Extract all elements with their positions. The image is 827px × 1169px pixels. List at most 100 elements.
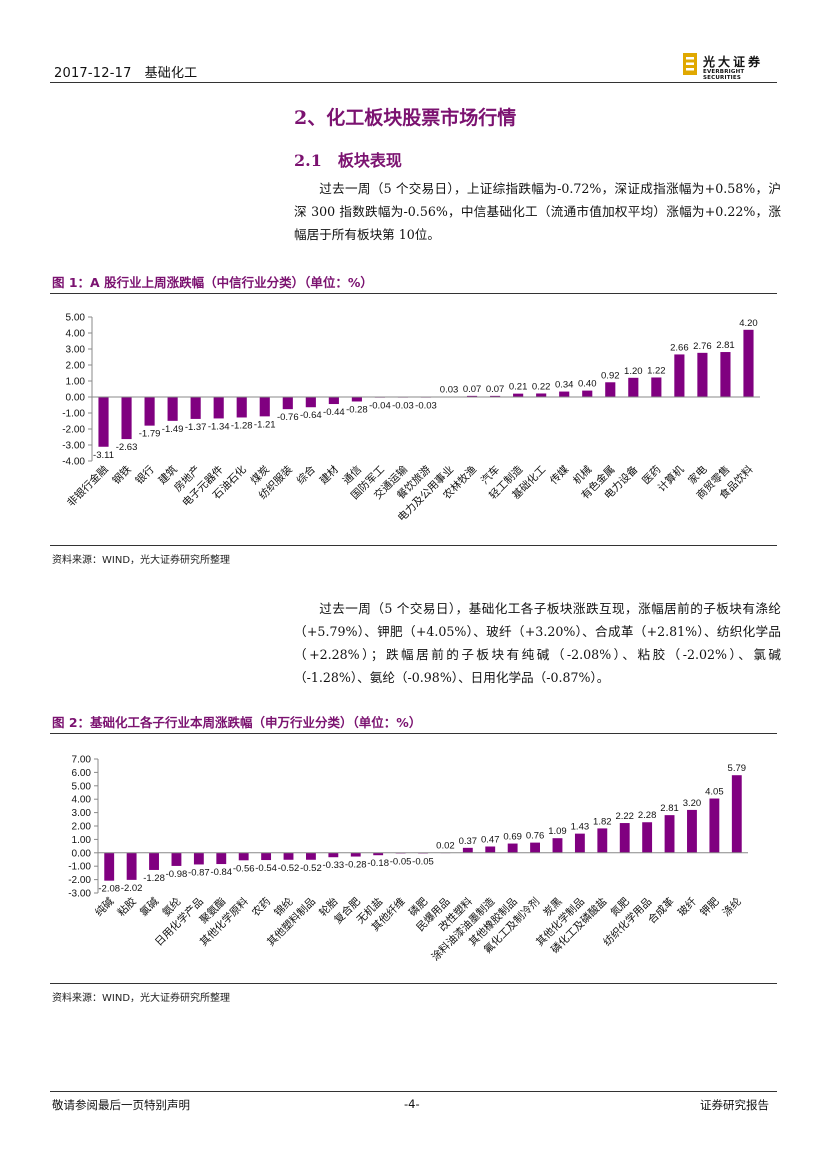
chart1-data-label: 0.92	[601, 370, 620, 381]
chart2-bar	[104, 852, 115, 881]
chart1-y-tick-label: 5.00	[66, 313, 86, 324]
chart1-data-label: -1.49	[162, 424, 184, 435]
chart2-bar	[126, 852, 137, 880]
chart1-y-tick-label: -1.00	[62, 409, 85, 420]
chart2-bar	[709, 798, 720, 853]
chart1-bar	[121, 397, 132, 440]
chart2-bar	[507, 843, 518, 853]
figure-1-chart-svg: 5.004.003.002.001.000.00-1.00-2.00-3.00-…	[62, 313, 760, 524]
chart2-data-label: 2.28	[638, 810, 657, 821]
chart2-bar	[485, 846, 496, 853]
chart1-bar	[305, 397, 316, 408]
chart2-data-label: -0.54	[255, 863, 277, 874]
chart2-y-tick-label: 4.00	[72, 795, 92, 806]
paragraph-subsector-summary: 过去一周（5 个交易日），基础化工各子板块涨跌互现，涨幅居前的子板块有涤纶（+5…	[294, 597, 781, 689]
chart1-data-label: -1.79	[139, 429, 161, 440]
chart1-y-tick-label: -4.00	[62, 457, 85, 468]
chart2-y-tick-label: 1.00	[72, 835, 92, 846]
chart1-data-label: 4.20	[739, 318, 758, 329]
chart1-category-label: 钢铁	[110, 463, 134, 487]
section-title: 2、化工板块股票市场行情	[294, 107, 517, 129]
chart2-data-label: -0.52	[300, 863, 322, 874]
chart2-data-label: -0.52	[278, 863, 300, 874]
chart1-bar	[490, 395, 501, 397]
chart1-bar	[743, 329, 754, 397]
chart1-data-label: -1.21	[254, 419, 276, 430]
figure-2-top-rule	[50, 733, 777, 734]
chart1-data-label: 1.22	[647, 365, 666, 376]
chart1-bar	[190, 397, 201, 419]
figure-1-bottom-rule	[50, 545, 777, 546]
chart2-y-tick-label: 7.00	[72, 755, 92, 766]
chart1-data-label: 0.34	[555, 380, 574, 391]
figure-1-chart: 5.00 4.00 3.00 2.00 1.00 0.00 -1.00 -2.00 -3.00-…	[50, 300, 777, 545]
chart1-y-tick-label: -2.00	[62, 425, 85, 436]
chart1-data-label: 0.40	[578, 379, 597, 390]
chart1-bar	[236, 397, 247, 418]
chart1-bar	[559, 391, 570, 397]
chart1-bar	[628, 377, 639, 397]
chart1-data-label: -0.76	[277, 412, 299, 423]
chart1-category-label: 传媒	[547, 463, 571, 487]
chart1-data-label: 1.20	[624, 366, 643, 377]
chart1-bar	[213, 397, 224, 419]
chart2-data-label: 1.09	[548, 826, 567, 837]
chart2-y-tick-label: -1.00	[68, 862, 91, 873]
chart1-y-tick-label: 2.00	[66, 361, 86, 372]
chart1-data-label: -0.64	[300, 410, 322, 421]
chart1-bar	[144, 397, 155, 426]
chart1-y-tick-label: -3.00	[62, 441, 85, 452]
chart1-data-label: -0.04	[369, 401, 391, 412]
chart1-category-label: 综合	[294, 463, 318, 487]
chart2-data-label: 4.05	[705, 787, 724, 798]
chart1-data-label: -3.11	[93, 450, 114, 461]
chart1-y-tick-label: 4.00	[66, 329, 86, 340]
paragraph-1-text: 过去一周（5 个交易日），上证综指跌幅为-0.72%，深证成指涨幅为+0.58%…	[294, 181, 781, 242]
chart1-data-label: 2.66	[670, 342, 689, 353]
figure-2-title: 图 2：基础化工各子行业本周涨跌幅（申万行业分类）（单位：%）	[52, 715, 422, 730]
chart2-y-tick-label: 0.00	[72, 848, 92, 859]
chart2-y-tick-label: 5.00	[72, 781, 92, 792]
chart2-data-label: 3.20	[683, 798, 702, 809]
chart2-bar	[597, 828, 608, 853]
chart2-data-label: 0.76	[526, 831, 545, 842]
chart2-data-label: -0.33	[323, 860, 345, 871]
chart2-data-label: 2.81	[660, 803, 679, 814]
chart2-bar	[462, 847, 473, 853]
chart2-bar	[193, 852, 204, 865]
chart2-y-tick-label: 3.00	[72, 808, 92, 819]
chart2-data-label: 0.37	[459, 836, 478, 847]
chart2-bar	[306, 852, 316, 860]
chart1-bar	[167, 397, 178, 421]
chart2-bar	[350, 852, 361, 857]
chart2-bar	[149, 852, 159, 870]
chart1-bar	[674, 354, 685, 397]
chart2-bar	[574, 833, 585, 853]
chart2-category-label: 玻纤	[675, 895, 699, 919]
chart2-data-label: -0.18	[367, 858, 389, 869]
section-subtitle: 2.1 板块表现	[294, 151, 402, 170]
chart1-data-label: -0.44	[323, 407, 345, 418]
chart2-category-label: 合成革	[645, 895, 676, 926]
chart2-category-label: 钾肥	[697, 895, 721, 919]
chart2-data-label: -0.56	[233, 863, 255, 874]
header-divider	[50, 82, 777, 83]
figure-2-chart-svg: 7.00 6.00 5.00 4.00 3.00 2.00 1.00 0.00 -1.00 -2.…	[68, 755, 748, 964]
logo-text-en: EVERBRIGHT SECURITIES	[703, 69, 745, 81]
chart1-bar	[582, 390, 593, 397]
chart1-bar	[259, 397, 270, 417]
chart2-category-label: 纯碱	[92, 895, 116, 919]
chart2-data-label: -0.28	[345, 860, 367, 871]
chart1-bar	[536, 393, 547, 397]
figure-1-title: 图 1：A 股行业上周涨跌幅（中信行业分类）（单位：%）	[52, 275, 373, 290]
header-date-sector: 2017-12-17 基础化工	[54, 62, 197, 81]
chart1-bar	[720, 352, 731, 397]
chart2-bar	[687, 809, 697, 853]
chart2-bar	[328, 852, 339, 858]
chart1-data-label: 0.21	[509, 382, 528, 393]
chart2-y-tick-label: 6.00	[72, 768, 92, 779]
chart1-data-label: -1.28	[231, 420, 253, 431]
chart1-bar	[328, 397, 339, 405]
chart2-bar	[530, 842, 540, 853]
chart1-data-label: -0.03	[415, 400, 437, 411]
